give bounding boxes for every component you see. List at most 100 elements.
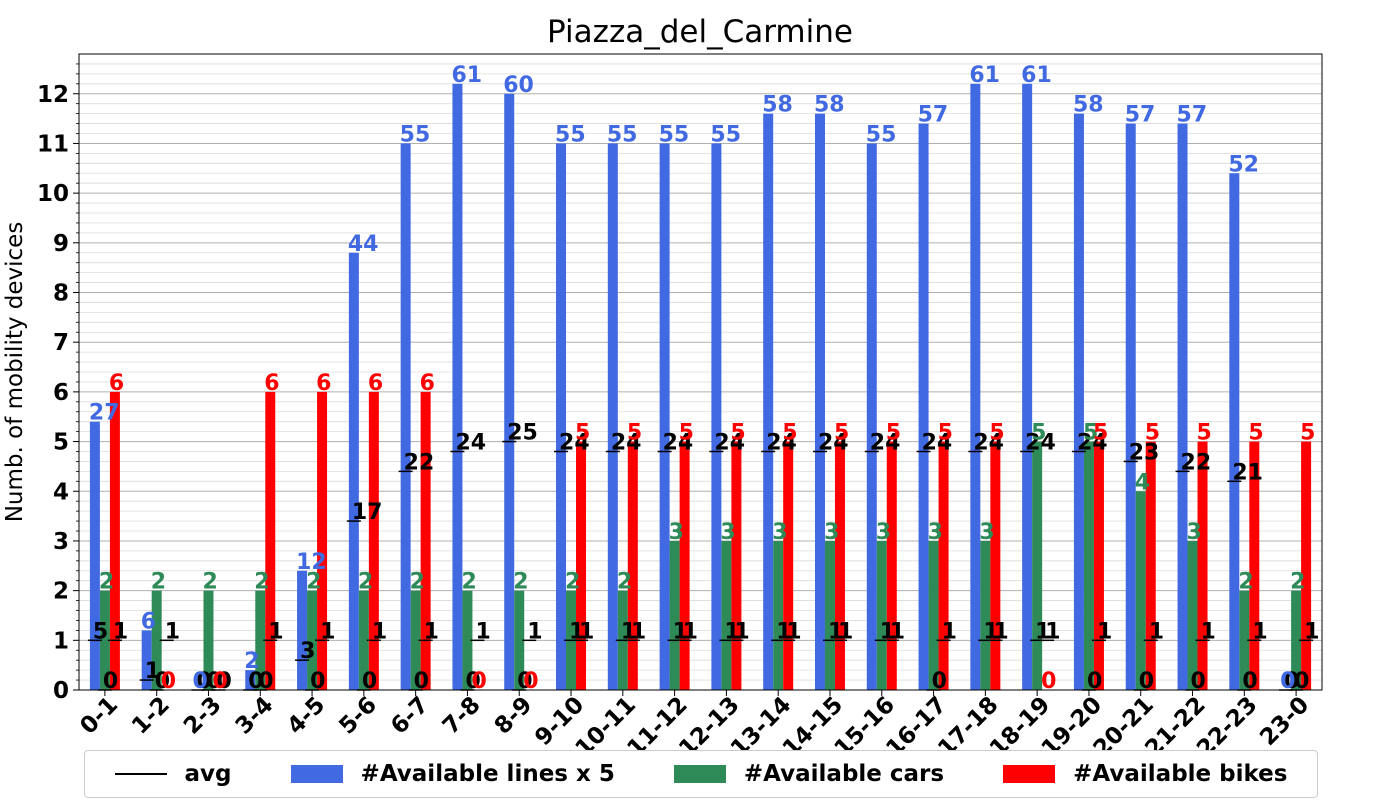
avg-label-lines: 24: [1025, 431, 1056, 456]
bar-cars: [721, 540, 732, 690]
bar-cars: [980, 540, 991, 690]
data-label-bikes: 5: [1248, 421, 1263, 446]
avg-label-cars: 0: [1087, 669, 1102, 694]
bar-lines: [1125, 123, 1136, 690]
avg-label-bikes: 1: [1097, 619, 1112, 644]
bar-bikes: [576, 441, 587, 690]
bar-lines: [452, 83, 463, 690]
bar-cars: [462, 590, 473, 690]
x-tick-label: 6-7: [386, 692, 434, 740]
data-label-lines: 55: [866, 122, 897, 147]
avg-label-cars: 1: [828, 619, 843, 644]
bar-cars: [824, 540, 835, 690]
legend-item-lines: #Available lines x 5: [290, 761, 615, 787]
data-label-lines: 2: [244, 649, 259, 674]
avg-label-cars: 0: [155, 669, 170, 694]
data-label-bikes: 5: [627, 421, 642, 446]
y-tick-label: 2: [53, 579, 69, 605]
data-label-lines: 52: [1228, 152, 1259, 177]
avg-label-bikes: 1: [165, 619, 180, 644]
y-tick-label: 3: [53, 529, 69, 555]
data-label-bikes: 0: [212, 669, 227, 694]
avg-label-lines: 24: [870, 431, 901, 456]
bar-cars: [1032, 441, 1043, 690]
avg-label-bikes: 1: [579, 619, 594, 644]
data-label-cars: 2: [151, 570, 166, 595]
avg-label-bikes: 1: [320, 619, 335, 644]
bar-bikes: [990, 441, 1001, 690]
y-axis-label: Numb. of mobility devices: [2, 222, 28, 523]
data-label-lines: 55: [710, 122, 741, 147]
avg-label-lines: 0: [196, 669, 211, 694]
x-tick-label: 2-3: [179, 692, 227, 740]
data-label-cars: 2: [410, 570, 425, 595]
y-tick-label: 12: [37, 82, 69, 108]
data-label-bikes: 6: [420, 371, 435, 396]
avg-label-cars: 0: [465, 669, 480, 694]
data-label-bikes: 5: [886, 421, 901, 446]
avg-label-cars: 1: [569, 619, 584, 644]
avg-label-lines: 24: [973, 431, 1004, 456]
x-tick-label: 4-5: [283, 692, 331, 740]
y-tick-label: 6: [53, 380, 69, 406]
avg-label-lines: 0: [248, 669, 263, 694]
avg-label-bikes: 1: [786, 619, 801, 644]
bar-lines: [504, 93, 515, 690]
data-label-cars: 5: [1083, 421, 1098, 446]
data-label-bikes: 5: [938, 421, 953, 446]
data-label-bikes: 5: [1197, 421, 1212, 446]
avg-label-bikes: 1: [268, 619, 283, 644]
data-label-bikes: 5: [575, 421, 590, 446]
bar-bikes: [1093, 441, 1104, 690]
bar-lines: [348, 252, 359, 690]
bar-lines: [556, 143, 567, 690]
bar-lines: [918, 123, 929, 690]
bar-cars: [151, 590, 162, 690]
data-label-cars: 3: [669, 520, 684, 545]
data-label-lines: 58: [762, 93, 793, 118]
legend-label-avg: avg: [184, 761, 232, 787]
avg-label-bikes: 1: [683, 619, 698, 644]
avg-label-cars: 1: [1035, 619, 1050, 644]
bar-lines: [1073, 113, 1084, 690]
bar-bikes: [317, 391, 328, 690]
bar-bikes: [265, 391, 276, 690]
bar-lines: [607, 143, 618, 690]
bar-lines: [866, 143, 877, 690]
bar-cars: [773, 540, 784, 690]
data-label-lines: 57: [1125, 103, 1156, 128]
avg-label-lines: 24: [455, 431, 486, 456]
avg-label-bikes: 1: [372, 619, 387, 644]
data-label-lines: 58: [814, 93, 845, 118]
bar-lines: [1022, 83, 1033, 690]
data-label-cars: 3: [1187, 520, 1202, 545]
data-label-cars: 2: [202, 570, 217, 595]
data-label-lines: 55: [400, 122, 431, 147]
data-label-bikes: 5: [782, 421, 797, 446]
avg-label-bikes: 1: [1252, 619, 1267, 644]
avg-label-lines: 24: [922, 431, 953, 456]
data-label-cars: 2: [254, 570, 269, 595]
data-label-lines: 55: [659, 122, 690, 147]
avg-label-bikes: 1: [113, 619, 128, 644]
data-label-lines: 44: [348, 232, 379, 257]
avg-label-bikes: 1: [890, 619, 905, 644]
avg-label-cars: 1: [673, 619, 688, 644]
bar-cars: [669, 540, 680, 690]
grid: [79, 63, 1322, 681]
data-label-cars: 2: [513, 570, 528, 595]
avg-label-lines: 22: [1181, 450, 1212, 475]
avg-label-lines: 17: [352, 500, 383, 525]
avg-label-bikes: 1: [475, 619, 490, 644]
legend-item-bikes: #Available bikes: [1003, 761, 1287, 787]
legend-label-lines: #Available lines x 5: [360, 761, 615, 787]
data-label-lines: 60: [503, 73, 534, 98]
avg-label-cars: 0: [1191, 669, 1206, 694]
data-label-cars: 5: [1031, 421, 1046, 446]
data-label-cars: 3: [979, 520, 994, 545]
data-label-bikes: 5: [834, 421, 849, 446]
legend-swatch-bikes: [1003, 765, 1056, 783]
data-label-bikes: 5: [679, 421, 694, 446]
data-label-cars: 2: [358, 570, 373, 595]
